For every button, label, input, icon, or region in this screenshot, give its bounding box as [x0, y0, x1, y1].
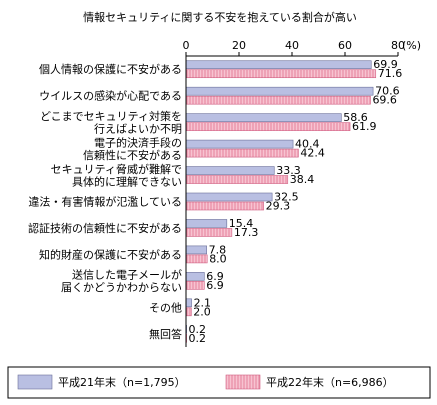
value-label-2010: 17.3	[234, 226, 259, 239]
bar-2009	[185, 86, 374, 96]
value-label-2009: 70.6	[375, 85, 400, 98]
x-tick-label: 20	[232, 39, 246, 52]
bar-2010	[185, 148, 299, 158]
legend: 平成21年末（n=1,795） 平成22年末（n=6,986）	[7, 366, 431, 399]
bar-2009	[185, 113, 342, 122]
category-label: 電子的決済手段の	[94, 135, 182, 149]
category-label: 知的財産の保護に不安がある	[39, 247, 182, 261]
category-label: セキュリティ脅威が難解で	[51, 162, 182, 176]
bar-2009	[185, 219, 228, 228]
value-label-2009: 0.2	[189, 323, 207, 336]
bar-2010	[185, 281, 205, 290]
category-label: 個人情報の保護に不安がある	[39, 62, 182, 76]
category-label: ウイルスの感染が心配である	[39, 89, 182, 103]
category-label: 送信した電子メールが	[72, 268, 182, 282]
value-label-2010: 0.2	[189, 332, 207, 345]
value-label-2009: 40.4	[295, 138, 320, 151]
value-label-2009: 32.5	[274, 191, 299, 204]
category-label: どこまでセキュリティ対策を	[40, 109, 182, 123]
bar-2009	[185, 245, 207, 255]
value-label-2009: 15.4	[229, 217, 254, 230]
bar-2010	[185, 254, 208, 264]
bar-2010	[185, 69, 377, 79]
bar-2010	[185, 95, 371, 105]
chart-title: 情報セキュリティに関する不安を抱えている割合が高い	[83, 10, 357, 24]
value-label-2010: 8.0	[209, 252, 227, 265]
bar-2010	[185, 175, 289, 184]
value-label-2010: 61.9	[352, 120, 377, 133]
category-label: 無回答	[149, 327, 182, 341]
legend-swatch-2009	[17, 374, 53, 390]
legend-swatch-2010	[225, 374, 261, 390]
x-tick-label: 80	[391, 39, 405, 52]
bar-2009	[185, 60, 372, 70]
value-label-2009: 33.3	[276, 164, 301, 177]
value-label-2009: 58.6	[343, 111, 368, 124]
value-label-2009: 7.8	[209, 243, 227, 256]
value-label-2010: 38.4	[290, 173, 315, 186]
legend-label-2009: 平成21年末（n=1,795）	[58, 375, 186, 389]
bar-2009	[185, 298, 192, 308]
bar-2010	[185, 307, 192, 317]
value-label-2010: 6.9	[206, 279, 224, 292]
category-label: その他	[149, 301, 182, 314]
category-label: 行えばよいか不明	[94, 122, 182, 135]
legend-label-2010: 平成22年末（n=6,986）	[266, 375, 394, 389]
value-label-2009: 69.9	[373, 58, 398, 71]
category-label: 具体的に理解できない	[72, 174, 182, 188]
value-label-2009: 2.1	[194, 296, 212, 309]
value-label-2010: 42.4	[300, 147, 325, 160]
bar-2009	[185, 166, 275, 175]
value-label-2010: 2.0	[193, 305, 211, 318]
category-label: 届くかどうかわからない	[61, 281, 182, 294]
bar-2009	[185, 192, 273, 202]
bar-2010	[185, 228, 233, 237]
value-label-2010: 29.3	[266, 200, 291, 213]
x-tick-label: 0	[183, 39, 190, 52]
legend-frame	[7, 366, 431, 399]
bar-2009	[185, 272, 205, 281]
category-label: 違法・有害情報が氾濫している	[28, 195, 182, 209]
bar-2010	[185, 201, 264, 211]
x-tick-label: 60	[338, 39, 352, 52]
category-label: 信頼性に不安がある	[83, 148, 182, 162]
value-label-2010: 69.6	[372, 94, 397, 107]
value-label-2010: 71.6	[378, 67, 403, 80]
unit-label: (%)	[402, 39, 421, 52]
x-tick-label: 40	[285, 39, 299, 52]
value-label-2009: 6.9	[206, 270, 224, 283]
bar-2009	[185, 139, 294, 149]
bar-2010	[185, 122, 351, 131]
category-label: 認証技術の信頼性に不安がある	[28, 221, 182, 235]
